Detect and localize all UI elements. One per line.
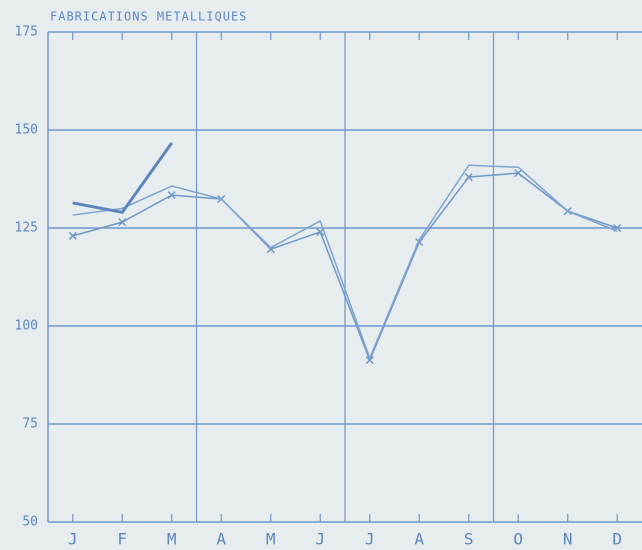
y-tick-label: 75	[22, 417, 38, 432]
x-tick-label: O	[513, 530, 523, 549]
x-tick-label: J	[68, 530, 78, 549]
point-marker	[118, 218, 127, 227]
point-marker	[365, 356, 374, 365]
series-line	[72, 142, 173, 214]
y-tick-label: 175	[15, 25, 38, 40]
chart-title: FABRICATIONS METALLIQUES	[50, 10, 247, 24]
x-tick-label: A	[216, 530, 226, 549]
y-tick-label: 50	[22, 515, 38, 530]
x-tick-label: F	[117, 530, 127, 549]
y-tick-label: 150	[15, 123, 38, 138]
x-tick-label: D	[612, 530, 622, 549]
point-marker	[514, 169, 523, 178]
series-line	[72, 172, 618, 361]
x-tick-label: M	[167, 530, 177, 549]
point-marker	[167, 191, 176, 200]
y-tick-label: 125	[15, 221, 38, 236]
x-tick-label: M	[266, 530, 276, 549]
x-tick-label: J	[365, 530, 375, 549]
point-marker	[464, 173, 473, 182]
x-tick-label: J	[315, 530, 325, 549]
x-tick-label: N	[563, 530, 573, 549]
point-marker	[68, 231, 77, 240]
y-tick-label: 100	[15, 319, 38, 334]
x-tick-label: S	[464, 530, 474, 549]
x-tick-label: A	[414, 530, 424, 549]
series-line	[72, 164, 618, 359]
